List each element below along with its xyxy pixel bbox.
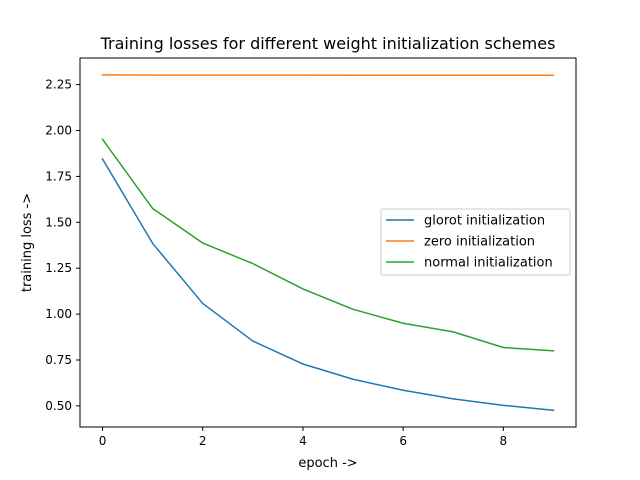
x-tick-label: 0 xyxy=(99,434,107,448)
y-tick-label: 1.25 xyxy=(45,261,72,275)
plot-frame xyxy=(79,57,577,428)
legend-label-3: normal initialization xyxy=(424,256,553,271)
x-axis-label: epoch -> xyxy=(298,456,357,471)
y-tick-label: 0.75 xyxy=(45,353,72,367)
x-tick-label: 6 xyxy=(399,434,407,448)
y-tick-label: 2.00 xyxy=(45,124,72,138)
y-tick-label: 1.00 xyxy=(45,307,72,321)
y-tick-label: 2.25 xyxy=(45,78,72,92)
chart-title: Training losses for different weight ini… xyxy=(100,34,556,53)
legend-label-1: glorot initialization xyxy=(424,214,545,229)
y-axis-label: training loss -> xyxy=(20,193,35,292)
y-tick-label: 0.50 xyxy=(45,399,72,413)
series-line-1 xyxy=(101,157,555,412)
series-layer xyxy=(101,74,555,412)
series-line-3 xyxy=(101,138,555,352)
legend-items: glorot initialization zero initialization… xyxy=(386,214,553,271)
legend-box xyxy=(380,208,571,276)
x-tick-label: 8 xyxy=(500,434,508,448)
y-tick-label: 1.75 xyxy=(45,169,72,183)
y-tick-label: 1.50 xyxy=(45,215,72,229)
x-tick-label: 4 xyxy=(299,434,307,448)
legend-label-2: zero initialization xyxy=(424,235,535,250)
x-axis-ticks: 0 2 4 6 8 xyxy=(99,427,507,448)
y-axis-ticks: 0.50 0.75 1.00 1.25 1.50 1.75 2.00 2.25 xyxy=(45,78,80,413)
legend: glorot initialization zero initialization… xyxy=(380,208,571,276)
x-tick-label: 2 xyxy=(199,434,207,448)
